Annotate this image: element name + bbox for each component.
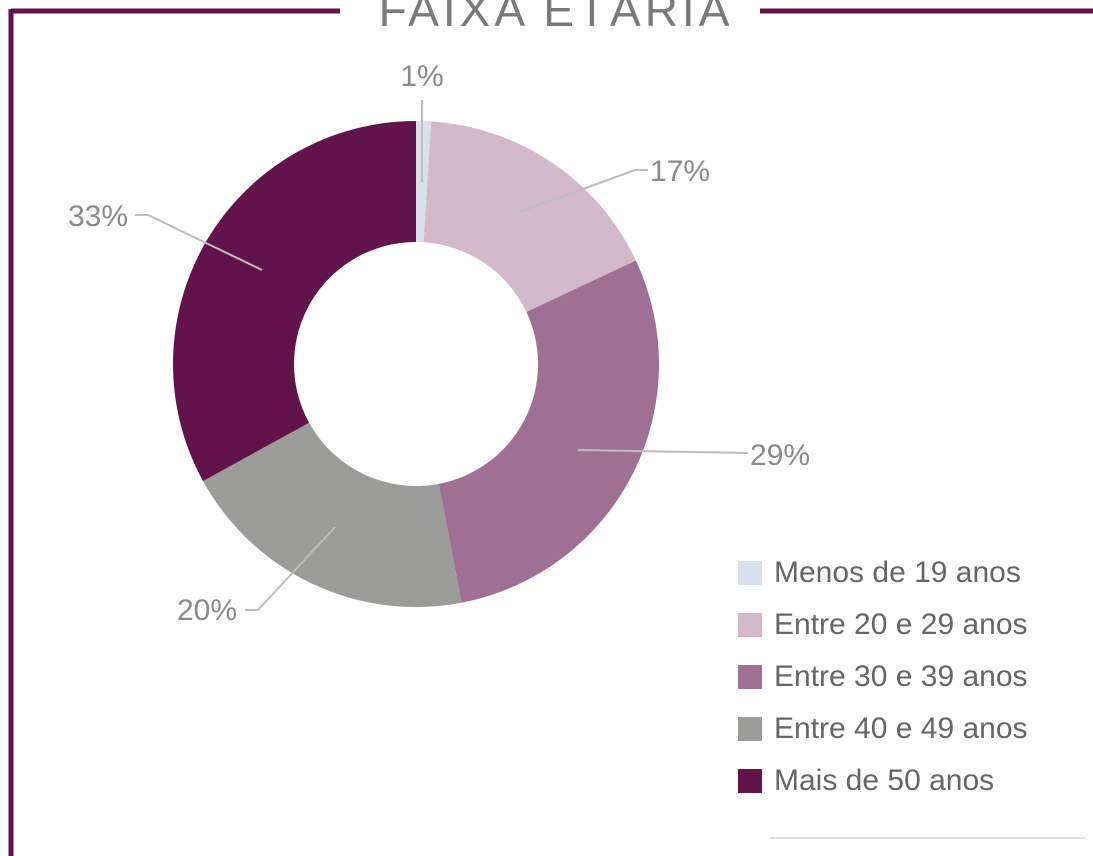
donut-slice [173,120,416,482]
legend-label: Menos de 19 anos [774,556,1021,589]
legend-swatch [738,665,762,689]
donut-slice [423,121,636,313]
leader-line [519,169,648,213]
legend-swatch [738,613,762,637]
data-label: 29% [750,439,810,472]
leader-line [135,214,263,271]
legend-swatch [738,561,762,585]
donut-slice [203,422,462,607]
data-label: 1% [400,60,443,93]
leader-line [577,449,749,454]
legend-swatch [738,717,762,741]
legend-label: Entre 40 e 49 anos [774,712,1028,745]
legend-label: Entre 30 e 39 anos [774,660,1028,693]
donut-slice [416,121,432,243]
chart-title: FAIXA ETÁRIA [379,0,734,36]
donut-slice [438,260,659,603]
legend-label: Mais de 50 anos [774,764,994,797]
leader-line [245,526,336,611]
data-label: 33% [68,200,128,233]
legend-label: Entre 20 e 29 anos [774,608,1028,641]
data-label: 20% [177,594,237,627]
data-label: 17% [650,155,710,188]
legend-swatch [738,769,762,793]
